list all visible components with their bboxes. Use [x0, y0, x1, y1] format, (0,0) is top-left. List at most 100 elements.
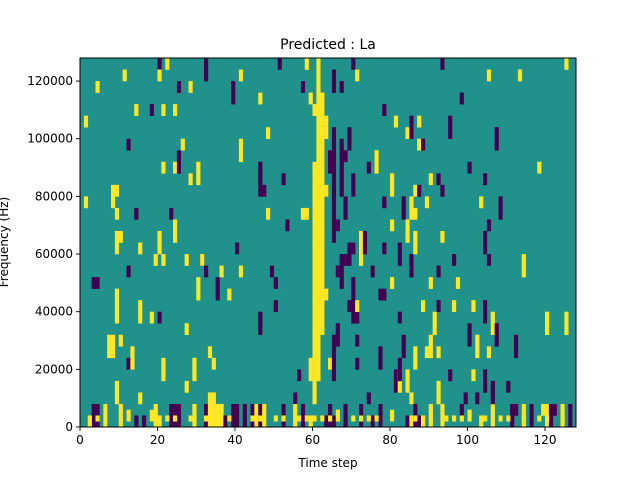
heatmap-cell-high	[467, 409, 472, 416]
heatmap-cell-low	[494, 323, 499, 347]
heatmap-cell-low	[510, 403, 515, 428]
heatmap-cell-high	[219, 265, 224, 278]
heatmap-cell-low	[475, 392, 480, 405]
heatmap-cell-low	[347, 300, 352, 312]
heatmap-cell-high	[114, 288, 120, 324]
heatmap-cell-high	[417, 115, 422, 128]
heatmap-cell-low	[126, 357, 131, 370]
y-tick-label: 100000	[27, 132, 73, 146]
heatmap-cell-high	[114, 380, 120, 405]
heatmap-cell-low	[204, 265, 209, 278]
heatmap-cell-low	[297, 369, 302, 382]
x-tick-label: 40	[227, 433, 242, 447]
heatmap-cell-high	[506, 415, 511, 422]
heatmap-cell-high	[471, 300, 476, 312]
heatmap-cell-high	[312, 104, 317, 116]
heatmap-cell-low	[176, 150, 182, 174]
heatmap-cell-low	[401, 196, 406, 220]
heatmap-cell-high	[351, 415, 356, 422]
heatmap-cell-high	[390, 219, 395, 232]
heatmap-cell-low	[401, 334, 406, 359]
heatmap-cell-low	[328, 150, 333, 174]
heatmap-cell-low	[293, 392, 298, 405]
heatmap-cell-low	[552, 403, 557, 416]
heatmap-cell-high	[184, 323, 189, 336]
heatmap-cell-low	[300, 81, 306, 93]
heatmap-cell-high	[297, 415, 302, 422]
heatmap-cell-low	[351, 173, 356, 197]
heatmap-cell-high	[207, 392, 213, 405]
heatmap-cell-low	[366, 161, 371, 174]
heatmap-cell-high	[440, 403, 445, 428]
heatmap-cell-low	[351, 58, 356, 70]
heatmap-cell-high	[320, 92, 325, 336]
heatmap-cell-high	[409, 196, 414, 220]
heatmap-cell-high	[517, 69, 523, 82]
heatmap-cell-high	[184, 254, 189, 266]
heatmap-cell-high	[207, 403, 213, 428]
heatmap-cell-high	[335, 409, 340, 416]
heatmap-cell-high	[428, 173, 433, 186]
heatmap-cell-low	[355, 357, 360, 370]
heatmap-cell-high	[475, 334, 480, 359]
heatmap-cell-high	[424, 196, 430, 209]
heatmap-cell-high	[409, 415, 414, 428]
heatmap-cell-high	[118, 334, 123, 347]
heatmap-cell-low	[176, 403, 182, 428]
heatmap-cell-high	[409, 392, 414, 405]
heatmap-cell-low	[157, 58, 162, 70]
heatmap-cell-high	[126, 415, 131, 422]
heatmap-cell-high	[149, 415, 154, 422]
x-tick-label: 60	[305, 433, 320, 447]
heatmap-cell-high	[452, 415, 457, 422]
heatmap-cell-high	[130, 346, 135, 370]
heatmap-cell-high	[335, 415, 340, 422]
heatmap-cell-high	[138, 242, 143, 255]
heatmap-cell-low	[409, 115, 414, 140]
heatmap-cell-high	[545, 311, 550, 336]
heatmap-cell-high	[173, 161, 178, 174]
heatmap-cell-low	[269, 265, 275, 278]
heatmap-cell-high	[138, 392, 143, 405]
heatmap-cell-high	[138, 311, 143, 324]
heatmap-cell-high	[320, 415, 325, 422]
heatmap-cell-low	[417, 184, 422, 197]
heatmap-cell-high	[432, 311, 437, 336]
x-tick-label: 0	[76, 433, 84, 447]
heatmap-cell-high	[165, 58, 170, 70]
heatmap-cell-low	[498, 196, 503, 220]
heatmap-cell-low	[405, 415, 410, 428]
heatmap-cell-high	[111, 184, 116, 209]
heatmap-cell-low	[300, 403, 306, 428]
heatmap-cell-high	[374, 415, 379, 422]
heatmap-cell-high	[444, 415, 449, 422]
heatmap-cell-high	[293, 403, 298, 428]
heatmap-cell-low	[397, 357, 402, 382]
heatmap-cell-high	[486, 69, 492, 82]
heatmap-cell-low	[331, 69, 337, 93]
chart-title: Predicted : La	[280, 37, 376, 53]
heatmap-cell-high	[479, 196, 484, 209]
heatmap-cell-high	[413, 415, 418, 422]
heatmap-cell-low	[378, 346, 383, 370]
heatmap-cell-low	[440, 58, 445, 70]
heatmap-cell-high	[471, 369, 476, 382]
y-axis-label: Frequency (Hz)	[0, 197, 11, 288]
heatmap-cell-low	[142, 415, 147, 428]
heatmap-cell-high	[560, 415, 565, 422]
x-tick-label: 100	[456, 433, 479, 447]
heatmap-cell-low	[440, 184, 445, 197]
heatmap-cell-low	[529, 403, 534, 428]
heatmap-cell-high	[479, 415, 484, 428]
heatmap-cell-high	[304, 207, 309, 220]
heatmap-cell-high	[413, 230, 418, 255]
heatmap-cell-high	[324, 288, 329, 301]
heatmap-cells	[83, 58, 573, 428]
heatmap-cell-low	[355, 311, 360, 324]
heatmap-cell-high	[374, 150, 379, 174]
heatmap-cell-high	[192, 357, 197, 382]
heatmap-cell-high	[564, 311, 569, 336]
heatmap-cell-high	[428, 415, 433, 422]
heatmap-cell-low	[483, 173, 488, 186]
